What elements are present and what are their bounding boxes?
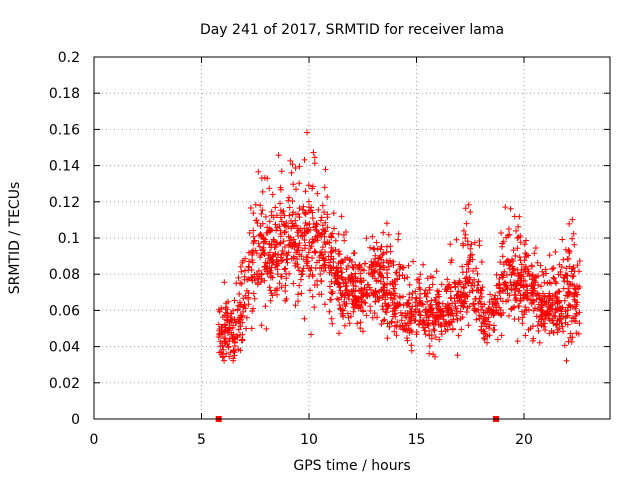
x-tick-label: 10 bbox=[300, 432, 318, 448]
y-tick-label: 0.2 bbox=[58, 50, 80, 66]
x-tick-label: 5 bbox=[197, 432, 206, 448]
y-tick-label: 0.02 bbox=[49, 376, 80, 392]
x-tick-label: 20 bbox=[515, 432, 533, 448]
ticks bbox=[93, 56, 610, 420]
data-points bbox=[215, 129, 583, 364]
y-tick-label: 0.14 bbox=[49, 159, 80, 175]
x-tick-label: 0 bbox=[90, 432, 99, 448]
y-tick-label: 0.16 bbox=[49, 122, 80, 138]
grid bbox=[94, 57, 610, 419]
x-tick-label: 15 bbox=[408, 432, 426, 448]
y-tick-label: 0.08 bbox=[49, 267, 80, 283]
y-tick-label: 0.12 bbox=[49, 195, 80, 211]
y-tick-label: 0.06 bbox=[49, 303, 80, 319]
x-axis-label: GPS time / hours bbox=[293, 458, 410, 474]
y-tick-label: 0.18 bbox=[49, 86, 80, 102]
y-axis-label: SRMTID / TECUs bbox=[7, 182, 23, 295]
srmtid-points bbox=[215, 129, 583, 364]
y-tick-label: 0.04 bbox=[49, 340, 80, 356]
y-tick-label: 0.1 bbox=[58, 231, 80, 247]
chart-title: Day 241 of 2017, SRMTID for receiver lam… bbox=[200, 22, 504, 38]
tick-labels: 0 0.02 0.04 0.06 0.08 0.1 0.12 0.14 0.16 0.18 0.2 0… bbox=[49, 50, 533, 448]
y-tick-label: 0 bbox=[71, 412, 80, 428]
